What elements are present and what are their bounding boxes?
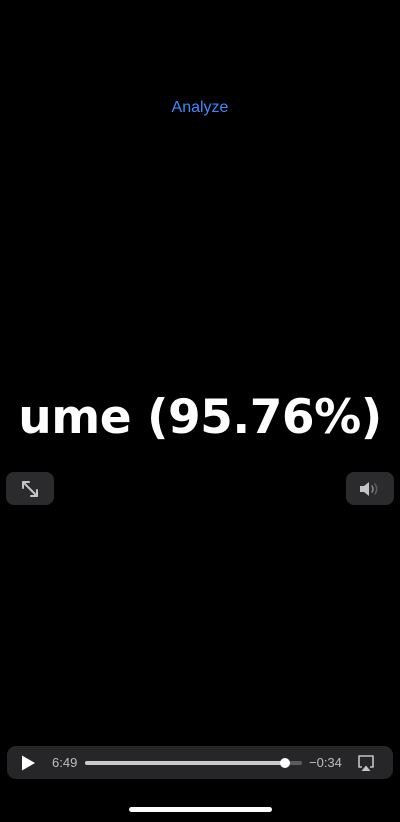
remaining-time: −0:34 bbox=[309, 755, 342, 770]
volume-button[interactable] bbox=[346, 472, 394, 505]
progress-fill bbox=[85, 761, 285, 765]
play-icon[interactable] bbox=[19, 754, 37, 772]
video-caption: ume (95.76%) bbox=[18, 390, 382, 445]
airplay-icon[interactable] bbox=[357, 754, 375, 772]
elapsed-time: 6:49 bbox=[52, 755, 78, 770]
analyze-link[interactable]: Analyze bbox=[171, 99, 229, 116]
home-indicator[interactable] bbox=[129, 807, 272, 812]
scrubber-thumb[interactable] bbox=[279, 758, 290, 768]
playback-controls: 6:49 −0:34 bbox=[7, 746, 393, 779]
expand-arrows-icon bbox=[22, 480, 38, 497]
fullscreen-button[interactable] bbox=[6, 472, 54, 505]
speaker-icon bbox=[360, 481, 378, 496]
progress-scrubber[interactable] bbox=[85, 758, 302, 768]
